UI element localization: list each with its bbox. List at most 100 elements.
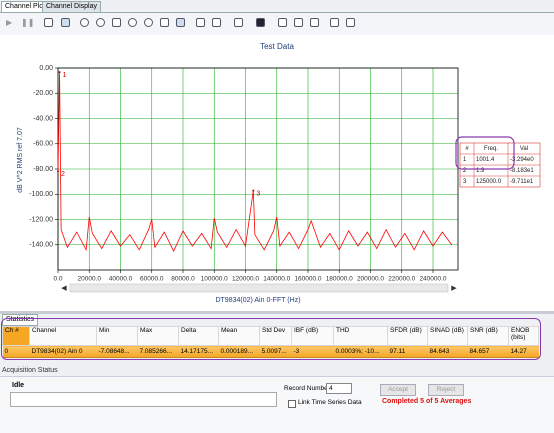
record-input[interactable]: 4: [326, 383, 352, 394]
y-tick-label: -80.00: [33, 166, 53, 173]
marker-number: 1: [463, 157, 467, 163]
column-header[interactable]: ENOB (bits): [508, 326, 539, 346]
column-header[interactable]: Max: [137, 326, 179, 346]
export-button[interactable]: [310, 18, 319, 27]
pan-tool[interactable]: [44, 18, 53, 27]
status-message: Completed 5 of 5 Averages: [382, 398, 472, 405]
chart-title: Test Data: [260, 42, 294, 51]
marker-point: [58, 71, 61, 74]
y-tick-label: -100.00: [29, 191, 53, 198]
marker-label: 1: [63, 72, 67, 79]
x-tick-label: 60000.0: [140, 276, 164, 283]
column-header[interactable]: THD: [333, 326, 388, 346]
x-tick-label: 40000.0: [109, 276, 133, 283]
marker-table-header: Freq.: [484, 146, 498, 152]
table-cell: 0.000189...: [218, 345, 260, 358]
marker-value: -8.183e1: [510, 168, 534, 174]
table-cell: 84.643: [427, 345, 468, 358]
splitter: [0, 311, 554, 314]
print-preview[interactable]: [294, 18, 303, 27]
marker-label: 2: [61, 171, 65, 178]
scroll-right[interactable]: ▶: [451, 285, 457, 292]
settings-button[interactable]: [330, 18, 339, 27]
x-tick-label: 100000.0: [201, 276, 228, 283]
statistics-table: Ch # Channel Min Max Delta Mean Std Dev IBF (dB…: [2, 326, 539, 358]
accept-button[interactable]: Accept: [380, 384, 416, 396]
x-tick-label: 0.0: [53, 276, 62, 283]
marker-value: -9.711e1: [510, 179, 534, 185]
table-cell: 14.17175...: [178, 345, 219, 358]
reject-button[interactable]: Reject: [428, 384, 464, 396]
y-tick-label: -140.00: [29, 242, 53, 249]
tab[interactable]: Channel Display: [42, 1, 101, 12]
marker-number: 3: [463, 179, 467, 185]
y-tick-label: -40.00: [33, 115, 53, 122]
cursor-tool[interactable]: [212, 18, 221, 27]
table-cell: 5.0097...: [259, 345, 292, 358]
pause-button[interactable]: ❚❚: [21, 18, 35, 27]
pointer-tool[interactable]: [176, 18, 185, 27]
column-header[interactable]: IBF (dB): [291, 326, 334, 346]
scrollbar[interactable]: [69, 283, 449, 293]
x-tick-label: 160000.0: [294, 276, 321, 283]
y-axis-label: dB V^2 RMS ref 7.07: [17, 127, 24, 193]
chart: Test Data dB V^2 RMS ref 7.07 DT9834(02)…: [0, 35, 554, 311]
x-tick-label: 140000.0: [263, 276, 290, 283]
grid-tool[interactable]: [160, 18, 169, 27]
marker-freq: 125000.0: [476, 179, 502, 185]
table-cell: 84.657: [467, 345, 509, 358]
column-header[interactable]: Delta: [178, 326, 219, 346]
highlight-outline: [1, 318, 541, 360]
table-cell: 97.11: [387, 345, 428, 358]
x-axis-label: DT9834(02) Ain 0-FFT (Hz): [215, 297, 300, 304]
marker-number: 2: [463, 168, 467, 174]
table-cell: -3: [291, 345, 334, 358]
y-tick-label: -120.00: [29, 216, 53, 223]
x-tick-label: 20000.0: [78, 276, 102, 283]
table-cell: 14.27: [508, 345, 539, 358]
spectrum-line: [57, 72, 453, 252]
checkbox-label: Link Time Series Data: [298, 399, 362, 406]
marker-point: [252, 189, 255, 192]
highlight-outline: [455, 136, 515, 170]
select-tool[interactable]: [196, 18, 205, 27]
zoom-out[interactable]: [80, 18, 89, 27]
marker-label: 3: [256, 190, 260, 197]
scroll-left[interactable]: ◀: [61, 285, 67, 292]
options-button[interactable]: [346, 18, 355, 27]
marker-freq: 1001.4: [476, 157, 495, 163]
table-cell: DT9834(02) Ain 0: [29, 345, 97, 358]
marker-table-header: Val: [520, 146, 528, 152]
zoom-in[interactable]: [96, 18, 105, 27]
marker-point: [57, 170, 60, 173]
table-cell: 7.085266...: [137, 345, 179, 358]
table-cell: 0: [2, 345, 30, 358]
table-cell: -7.08648...: [96, 345, 138, 358]
checkbox[interactable]: [288, 400, 296, 408]
progress-bar: [10, 392, 277, 407]
x-tick-label: 80000.0: [171, 276, 195, 283]
save-button[interactable]: [256, 18, 265, 27]
move-tool[interactable]: [61, 18, 70, 27]
column-header[interactable]: SINAD (dB): [427, 326, 468, 346]
x-tick-label: 180000.0: [326, 276, 353, 283]
copy-button[interactable]: [234, 18, 243, 27]
marker-value: -3.294e0: [510, 157, 534, 163]
x-tick-label: 200000.0: [357, 276, 384, 283]
print-button[interactable]: [278, 18, 287, 27]
autoscale[interactable]: [128, 18, 137, 27]
x-tick-label: 120000.0: [232, 276, 259, 283]
x-tick-label: 240000.0: [419, 276, 446, 283]
play-button[interactable]: ▶: [6, 18, 13, 27]
marker-freq: 1.9: [476, 168, 485, 174]
panel-title: Acquisition Status: [2, 367, 58, 374]
zoom-box[interactable]: [112, 18, 121, 27]
y-tick-label: -20.00: [33, 90, 53, 97]
status-text: Idle: [12, 382, 25, 389]
record-label: Record Number: [284, 385, 330, 392]
reset-view[interactable]: [144, 18, 153, 27]
table-cell: 0.0003%; -10...: [333, 345, 388, 358]
column-header[interactable]: Ch #: [2, 326, 30, 346]
x-tick-label: 220000.0: [388, 276, 415, 283]
